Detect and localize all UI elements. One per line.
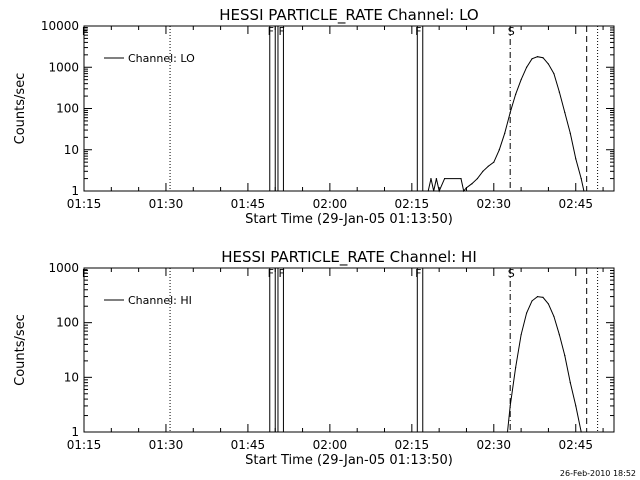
series-line xyxy=(427,56,585,193)
data-point xyxy=(482,170,484,172)
flag-label: F xyxy=(268,267,274,280)
data-point xyxy=(564,111,566,114)
plot-frame xyxy=(83,25,615,192)
y-tick-label: 10 xyxy=(64,370,79,384)
data-point xyxy=(487,165,489,167)
plot-frame xyxy=(83,267,615,433)
x-tick-label: 01:15 xyxy=(67,438,102,452)
y-tick-label: 100 xyxy=(56,316,79,330)
chart-title: HESSI PARTICLE_RATE Channel: HI xyxy=(221,248,477,267)
data-point xyxy=(575,158,577,160)
data-point xyxy=(558,91,560,93)
timestamp: 26-Feb-2010 18:52 xyxy=(560,469,636,478)
data-point xyxy=(435,177,438,180)
chart-title: HESSI PARTICLE_RATE Channel: LO xyxy=(219,6,478,25)
data-point xyxy=(515,93,517,95)
y-axis-label: Counts/sec xyxy=(13,73,28,145)
flag-label: F xyxy=(415,25,421,38)
data-point xyxy=(583,190,585,192)
data-point xyxy=(430,177,432,180)
x-tick-label: 02:00 xyxy=(313,438,348,452)
data-point xyxy=(536,56,539,58)
x-tick-label: 01:45 xyxy=(231,197,266,211)
data-point xyxy=(536,295,539,298)
data-point xyxy=(558,334,560,336)
x-tick-label: 01:30 xyxy=(149,438,184,452)
data-point xyxy=(515,367,517,369)
data-point xyxy=(471,183,473,185)
legend-label: Channel: LO xyxy=(128,52,195,65)
series-line xyxy=(507,296,582,433)
data-point xyxy=(569,382,571,384)
x-tick-label: 02:45 xyxy=(558,438,593,452)
flag-label: S xyxy=(508,267,515,280)
x-axis-label: Start Time (29-Jan-05 01:13:50) xyxy=(245,212,453,227)
flag-label: F xyxy=(82,267,88,280)
flag-label: F xyxy=(268,25,274,38)
data-point xyxy=(504,132,506,134)
plot-panels: HESSI PARTICLE_RATE Channel: LO Counts/se… xyxy=(13,6,615,468)
data-point xyxy=(564,354,566,357)
x-tick-label: 02:30 xyxy=(476,438,511,452)
data-point xyxy=(463,190,465,192)
x-tick-label: 01:45 xyxy=(231,438,266,452)
flag-label: S xyxy=(508,25,515,38)
data-point xyxy=(465,187,468,189)
data-point xyxy=(520,79,522,81)
y-axis-label: Counts/sec xyxy=(13,314,28,386)
data-point xyxy=(569,132,571,134)
data-point xyxy=(553,315,555,318)
data-point xyxy=(580,431,582,433)
data-point xyxy=(460,177,462,180)
data-point xyxy=(438,190,440,192)
data-point xyxy=(509,405,511,407)
x-tick-label: 01:30 xyxy=(149,197,184,211)
x-tick-label: 01:15 xyxy=(67,197,102,211)
data-point xyxy=(498,149,500,151)
y-tick-label: 1 xyxy=(71,425,79,439)
data-point xyxy=(525,312,528,314)
x-tick-label: 02:00 xyxy=(313,197,348,211)
y-tick-label: 10 xyxy=(64,143,79,157)
x-tick-label: 02:15 xyxy=(395,197,430,211)
data-point xyxy=(427,190,429,192)
flag-label: F xyxy=(279,25,285,38)
data-point xyxy=(506,431,509,433)
data-point xyxy=(433,190,435,192)
data-point xyxy=(580,177,582,180)
y-tick-label: 1000 xyxy=(48,60,79,74)
data-point xyxy=(444,177,446,180)
flag-label: F xyxy=(82,25,88,38)
data-point xyxy=(493,161,495,163)
chart-panel-2: HESSI PARTICLE_RATE Channel: HI Counts/se… xyxy=(13,248,615,468)
data-point xyxy=(531,300,533,302)
data-point xyxy=(509,111,511,114)
data-point xyxy=(525,66,528,68)
y-tick-label: 100 xyxy=(56,102,79,116)
x-tick-label: 02:30 xyxy=(476,197,511,211)
x-tick-label: 02:15 xyxy=(395,438,430,452)
x-axis-label: Start Time (29-Jan-05 01:13:50) xyxy=(245,453,453,468)
y-tick-label: 10000 xyxy=(41,19,79,33)
chart-panel-1: HESSI PARTICLE_RATE Channel: LO Counts/se… xyxy=(13,6,615,227)
flag-label: F xyxy=(279,267,285,280)
data-point xyxy=(542,296,544,298)
y-tick-label: 1000 xyxy=(48,261,79,275)
data-point xyxy=(531,58,533,60)
legend-label: Channel: HI xyxy=(128,294,192,307)
data-point xyxy=(575,405,577,407)
data-point xyxy=(553,73,555,75)
flag-label: F xyxy=(415,267,421,280)
data-point xyxy=(520,334,522,336)
data-point xyxy=(547,303,550,305)
y-tick-label: 1 xyxy=(71,184,79,198)
data-point xyxy=(476,177,479,180)
data-point xyxy=(547,63,550,65)
data-point xyxy=(542,57,544,59)
x-tick-label: 02:45 xyxy=(558,197,593,211)
